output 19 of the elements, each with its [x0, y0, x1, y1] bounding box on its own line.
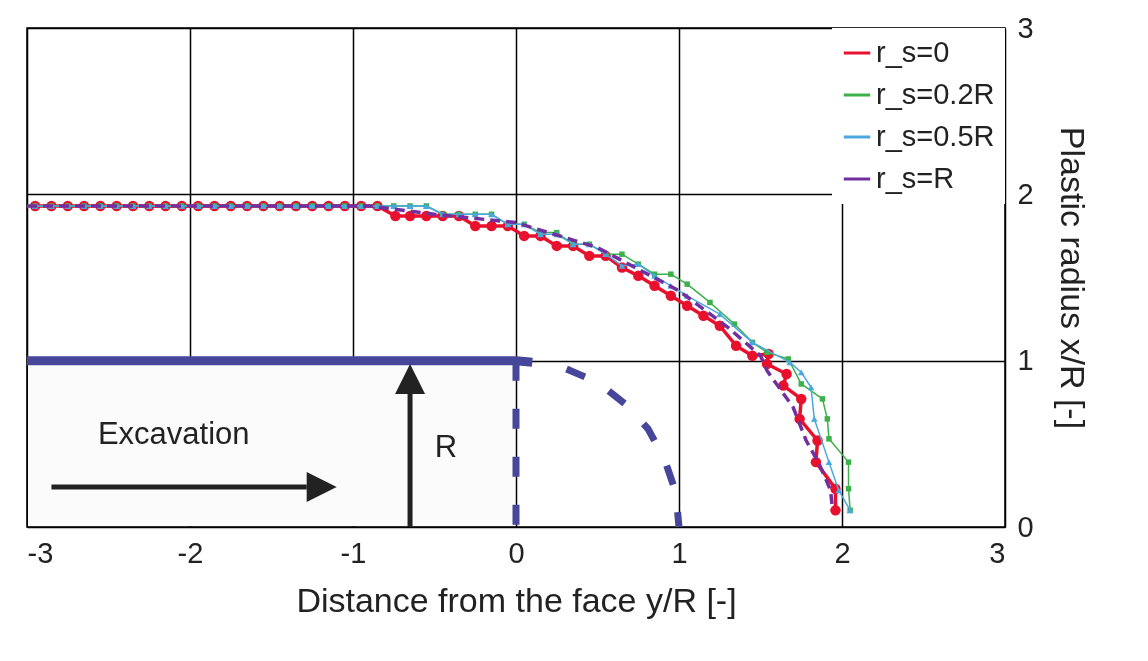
legend-label: r_s=0.2R	[876, 78, 995, 110]
annotation: R	[434, 429, 458, 465]
annotation: Excavation	[97, 415, 250, 451]
y-axis-title: Plastic radius x/R [-]	[1053, 126, 1092, 430]
legend-label: r_s=R	[876, 162, 955, 194]
x-axis-title: Distance from the face y/R [-]	[296, 580, 737, 619]
x-tick-label: 3	[989, 536, 1006, 569]
x-tick-label: 1	[671, 536, 688, 569]
x-tick-label: -1	[340, 536, 367, 569]
x-tick-label: -2	[177, 536, 204, 569]
y-tick-label: 0	[1017, 510, 1034, 543]
x-tick-label: 0	[508, 536, 525, 569]
y-tick-label: 3	[1017, 11, 1034, 44]
x-tick-label: -3	[27, 536, 54, 569]
legend-label: r_s=0.5R	[876, 120, 995, 152]
x-tick-label: 2	[834, 536, 851, 569]
legend-label: r_s=0	[876, 36, 950, 68]
y-tick-label: 1	[1017, 344, 1034, 377]
y-tick-label: 2	[1017, 177, 1034, 210]
